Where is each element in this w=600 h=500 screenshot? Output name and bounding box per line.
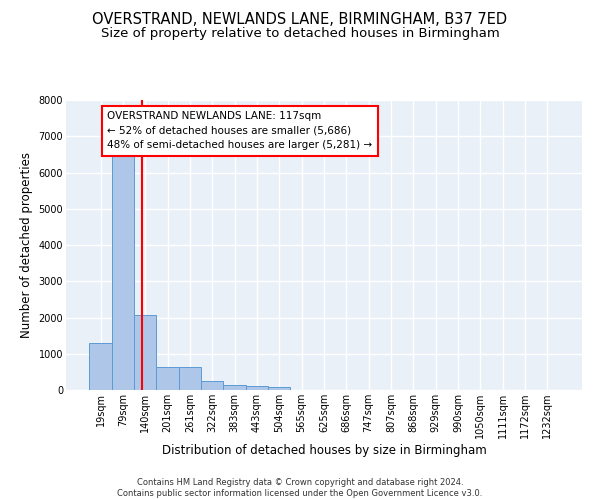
Bar <box>201 381 223 390</box>
Text: OVERSTRAND NEWLANDS LANE: 117sqm
← 52% of detached houses are smaller (5,686)
48: OVERSTRAND NEWLANDS LANE: 117sqm ← 52% o… <box>107 111 373 150</box>
Bar <box>246 386 268 390</box>
Y-axis label: Number of detached properties: Number of detached properties <box>20 152 33 338</box>
Bar <box>223 386 246 390</box>
Bar <box>112 152 134 390</box>
Bar <box>134 314 157 390</box>
Bar <box>89 343 112 390</box>
Text: OVERSTRAND, NEWLANDS LANE, BIRMINGHAM, B37 7ED: OVERSTRAND, NEWLANDS LANE, BIRMINGHAM, B… <box>92 12 508 28</box>
Text: Contains HM Land Registry data © Crown copyright and database right 2024.
Contai: Contains HM Land Registry data © Crown c… <box>118 478 482 498</box>
Text: Size of property relative to detached houses in Birmingham: Size of property relative to detached ho… <box>101 28 499 40</box>
Bar <box>179 367 201 390</box>
X-axis label: Distribution of detached houses by size in Birmingham: Distribution of detached houses by size … <box>161 444 487 457</box>
Bar <box>157 367 179 390</box>
Bar <box>268 388 290 390</box>
